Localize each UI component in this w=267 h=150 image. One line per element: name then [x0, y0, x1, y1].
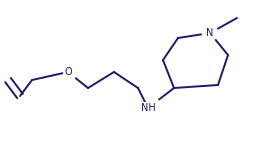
Text: O: O	[64, 67, 72, 77]
Text: N: N	[206, 28, 214, 38]
Text: NH: NH	[141, 103, 155, 113]
